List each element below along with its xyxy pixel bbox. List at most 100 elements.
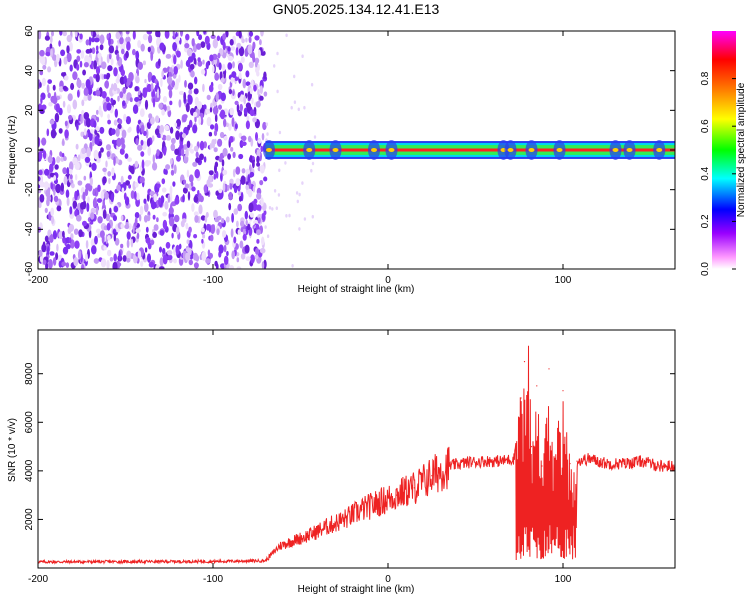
noise-blob bbox=[169, 185, 173, 195]
snr-x-tick-label: -100 bbox=[203, 574, 223, 585]
noise-blob bbox=[62, 100, 66, 108]
noise-blob bbox=[166, 105, 171, 112]
noise-blob bbox=[62, 85, 68, 91]
noise-blob bbox=[155, 31, 159, 37]
noise-speck bbox=[271, 207, 274, 211]
noise-blob bbox=[91, 162, 97, 171]
noise-blob bbox=[197, 57, 201, 63]
noise-blob bbox=[220, 77, 225, 83]
noise-blob bbox=[58, 128, 63, 134]
noise-blob bbox=[95, 228, 101, 234]
snr-point bbox=[541, 465, 543, 467]
noise-blob bbox=[237, 203, 243, 212]
noise-blob bbox=[174, 197, 180, 205]
noise-blob bbox=[55, 252, 59, 261]
noise-blob bbox=[253, 219, 259, 225]
noise-blob bbox=[132, 48, 136, 56]
colorbar-gradient bbox=[712, 31, 736, 269]
noise-blob bbox=[145, 237, 151, 244]
noise-blob bbox=[66, 34, 73, 43]
noise-blob bbox=[173, 164, 177, 174]
snr-frame bbox=[37, 329, 676, 569]
noise-blob bbox=[248, 36, 252, 43]
spectrogram-y-tick-label: -20 bbox=[24, 182, 35, 197]
noise-blob bbox=[90, 129, 94, 134]
noise-blob bbox=[236, 257, 240, 263]
noise-blob bbox=[116, 137, 122, 147]
noise-blob bbox=[242, 233, 247, 241]
noise-blob bbox=[249, 155, 253, 163]
noise-blob bbox=[248, 31, 254, 37]
noise-blob bbox=[254, 35, 260, 41]
noise-blob bbox=[100, 147, 104, 153]
colorbar: 0.0 0.2 0.4 0.6 0.8 Normalized spectral ampl… bbox=[700, 31, 747, 276]
noise-blob bbox=[185, 222, 189, 230]
noise-blob bbox=[217, 138, 223, 147]
noise-blob bbox=[112, 261, 118, 269]
noise-blob bbox=[223, 244, 227, 253]
noise-speck bbox=[293, 74, 296, 79]
noise-blob bbox=[151, 135, 155, 142]
noise-blob bbox=[139, 108, 145, 118]
noise-blob bbox=[234, 76, 239, 81]
noise-blob bbox=[78, 229, 83, 238]
noise-blob bbox=[233, 208, 239, 215]
noise-blob bbox=[159, 257, 164, 267]
noise-blob bbox=[248, 202, 254, 213]
snr-point bbox=[278, 545, 281, 547]
noise-blob bbox=[259, 39, 262, 46]
noise-speck bbox=[303, 105, 306, 110]
noise-blob bbox=[242, 229, 247, 235]
snr-point bbox=[553, 458, 555, 460]
noise-blob bbox=[191, 52, 196, 60]
noise-blob bbox=[135, 50, 140, 60]
noise-blob bbox=[108, 177, 111, 185]
band-core bbox=[265, 148, 675, 152]
noise-blob bbox=[51, 215, 54, 225]
noise-blob bbox=[106, 150, 111, 158]
noise-blob bbox=[194, 215, 199, 223]
noise-blob bbox=[85, 39, 90, 46]
noise-blob bbox=[219, 131, 225, 139]
band-hotspot bbox=[507, 148, 514, 152]
noise-blob bbox=[202, 59, 205, 65]
noise-blob bbox=[154, 84, 158, 93]
noise-blob bbox=[193, 145, 199, 152]
noise-blob bbox=[156, 88, 160, 99]
noise-blob bbox=[212, 106, 219, 115]
noise-blob bbox=[124, 224, 130, 230]
noise-blob bbox=[174, 122, 178, 128]
noise-blob bbox=[56, 156, 61, 164]
noise-blob bbox=[142, 33, 148, 41]
noise-blob bbox=[149, 190, 155, 196]
noise-blob bbox=[68, 114, 73, 121]
noise-blob bbox=[148, 261, 155, 268]
noise-blob bbox=[169, 100, 173, 106]
noise-blob bbox=[171, 80, 176, 88]
noise-blob bbox=[175, 36, 181, 42]
noise-blob bbox=[130, 238, 134, 248]
noise-blob bbox=[84, 253, 88, 262]
noise-blob bbox=[72, 200, 78, 209]
noise-blob bbox=[102, 102, 108, 112]
noise-blob bbox=[94, 135, 100, 145]
noise-blob bbox=[205, 108, 211, 114]
noise-blob bbox=[137, 144, 143, 151]
noise-blob bbox=[213, 209, 218, 219]
noise-blob bbox=[75, 143, 79, 150]
noise-blob bbox=[248, 61, 254, 68]
noise-blob bbox=[69, 64, 73, 72]
snr-y-tick-label: 2000 bbox=[24, 508, 35, 531]
snr-point bbox=[124, 561, 127, 563]
noise-blob bbox=[188, 259, 193, 266]
noise-blob bbox=[136, 124, 140, 134]
noise-blob bbox=[47, 79, 52, 84]
noise-blob bbox=[84, 156, 91, 163]
noise-blob bbox=[105, 213, 111, 222]
noise-blob bbox=[229, 178, 234, 184]
noise-blob bbox=[113, 232, 117, 242]
noise-blob bbox=[204, 35, 210, 45]
noise-blob bbox=[252, 185, 256, 193]
noise-blob bbox=[208, 175, 213, 183]
noise-blob bbox=[176, 118, 181, 127]
